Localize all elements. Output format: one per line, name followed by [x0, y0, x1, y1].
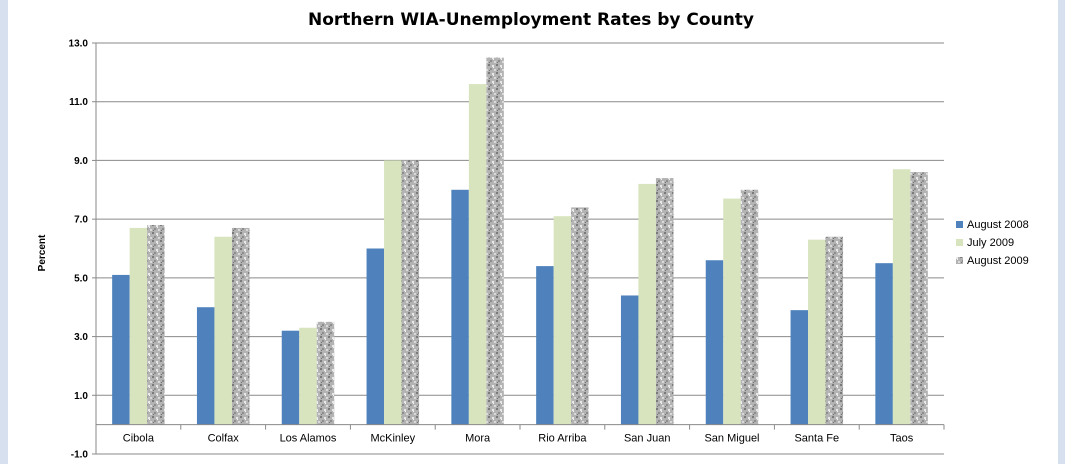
legend-swatch	[956, 239, 963, 246]
bars-group	[112, 57, 928, 425]
bar-august-2009	[316, 321, 335, 425]
bar-august-2009	[571, 207, 589, 425]
y-tick-label: 3.0	[74, 332, 88, 343]
bar-july-2009	[384, 160, 402, 425]
legend-label: August 2008	[967, 219, 1029, 231]
y-axis-label: Percent	[37, 234, 48, 271]
bar-chart: Northern WIA-Unemployment Rates by Count…	[37, 10, 1029, 461]
bar-august-2008	[281, 330, 300, 425]
axes	[95, 43, 945, 454]
bar-july-2009	[638, 183, 656, 425]
y-tick-label: 13.0	[69, 39, 89, 50]
bar-august-2009	[401, 160, 420, 425]
chart-frame: Northern WIA-Unemployment Rates by Count…	[8, 0, 1058, 464]
bar-august-2009	[655, 178, 674, 425]
bar-july-2009	[723, 198, 741, 425]
y-tick-label: 11.0	[69, 97, 88, 108]
bar-july-2009	[129, 227, 148, 425]
bar-july-2009	[214, 236, 232, 425]
x-category-label: Cibola	[123, 433, 155, 445]
bar-august-2008	[451, 189, 469, 425]
x-category-label: San Juan	[624, 433, 670, 445]
legend-label: July 2009	[967, 237, 1014, 249]
bar-august-2008	[112, 274, 130, 425]
x-category-label: Taos	[890, 433, 914, 445]
bar-july-2009	[892, 169, 911, 425]
bar-august-2008	[196, 307, 215, 425]
y-tick-label: -1.0	[71, 450, 89, 461]
x-category-labels: Cibola Colfax Los Alamos McKinley Mora Rio Ar…	[123, 433, 914, 445]
bar-august-2008	[536, 266, 554, 425]
bar-august-2008	[875, 263, 893, 425]
y-tick-label: 5.0	[74, 273, 88, 284]
bar-august-2008	[790, 310, 809, 425]
x-category-label: Colfax	[208, 433, 240, 445]
x-category-label: Rio Arriba	[538, 433, 587, 445]
y-tick-labels: -1.0 1.0 3.0 5.0 7.0 9.0 11.0 13.0	[69, 39, 89, 461]
bar-august-2009	[147, 225, 165, 425]
bar-august-2008	[366, 248, 385, 425]
bar-august-2009	[910, 172, 928, 425]
legend: August 2008 July 2009 August 2009	[956, 219, 1029, 267]
bar-august-2009	[231, 227, 250, 425]
bar-august-2009	[825, 236, 844, 425]
bar-august-2008	[620, 295, 639, 425]
chart-title: Northern WIA-Unemployment Rates by Count…	[308, 10, 754, 30]
legend-swatch	[956, 257, 963, 264]
bar-july-2009	[299, 327, 317, 425]
bar-july-2009	[808, 239, 826, 425]
y-tick-label: 7.0	[74, 215, 88, 226]
x-category-label: Los Alamos	[280, 433, 337, 445]
x-category-label: San Miguel	[704, 433, 759, 445]
bar-august-2009	[740, 189, 759, 425]
x-category-label: Mora	[465, 433, 491, 445]
y-tick-label: 1.0	[74, 391, 88, 402]
y-tick-label: 9.0	[74, 156, 88, 167]
bar-july-2009	[553, 216, 572, 425]
x-category-label: Santa Fe	[794, 433, 839, 445]
x-category-label: McKinley	[370, 433, 415, 445]
legend-swatch	[956, 221, 963, 228]
legend-label: August 2009	[967, 255, 1029, 267]
bar-july-2009	[468, 84, 487, 425]
bar-august-2008	[705, 260, 724, 425]
bar-august-2009	[486, 57, 504, 425]
